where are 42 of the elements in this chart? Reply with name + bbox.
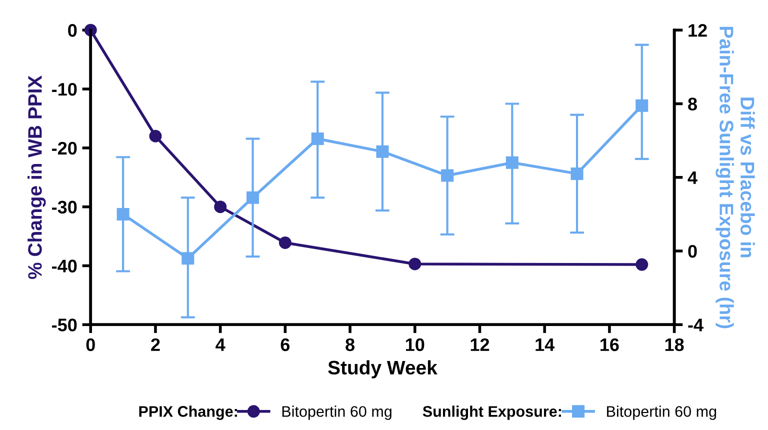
y2-tick-label: -4 [688,318,704,332]
point [376,145,389,158]
point [408,258,422,270]
point [246,191,260,204]
legend-label: Bitopertin 60 mg [282,406,392,420]
text: PPIX Change: [139,406,237,420]
y2-tick-label: 4 [688,171,698,184]
point [506,156,518,169]
y2-tick-label: 12 [688,24,707,37]
point [311,132,324,145]
y2-tick-label: 0 [688,244,697,258]
point [149,130,162,142]
point [570,167,584,180]
y-tick-label: -30 [52,200,77,214]
y-tick-label: -10 [52,82,77,96]
x-tick-label: 6 [280,338,290,352]
y2-tick-label: 8 [688,98,697,110]
y-axis-title: % Change in WB PPIX [28,75,46,279]
y-tick-label: 0 [68,24,77,37]
point [278,236,292,250]
point [214,200,227,214]
point [182,252,194,265]
y2-axis-title: Diff vs Placebo in Pain-Free Sunlight Exposure (hr) [716,26,755,328]
x-axis-title: Study Week [328,360,438,378]
point [441,169,454,182]
x-tick-label: 0 [86,338,95,352]
text: Sunlight Exposure: [422,406,561,420]
x-tick-label: 4 [216,338,226,351]
x-tick-label: 12 [470,338,490,351]
x-tick-label: 18 [665,338,684,352]
x-tick-label: 8 [346,338,355,352]
point [116,208,130,220]
point [636,99,648,112]
y-tick-label: -40 [52,260,77,272]
x-tick-label: 14 [536,338,555,351]
y-tick-label: -20 [52,142,77,155]
x-tick-label: 10 [406,338,424,352]
x-tick-label: 16 [600,338,619,352]
legend-label: Bitopertin 60 mg [607,406,716,420]
point [636,258,648,271]
y-tick-label: -50 [52,318,77,332]
x-tick-label: 2 [151,338,160,351]
